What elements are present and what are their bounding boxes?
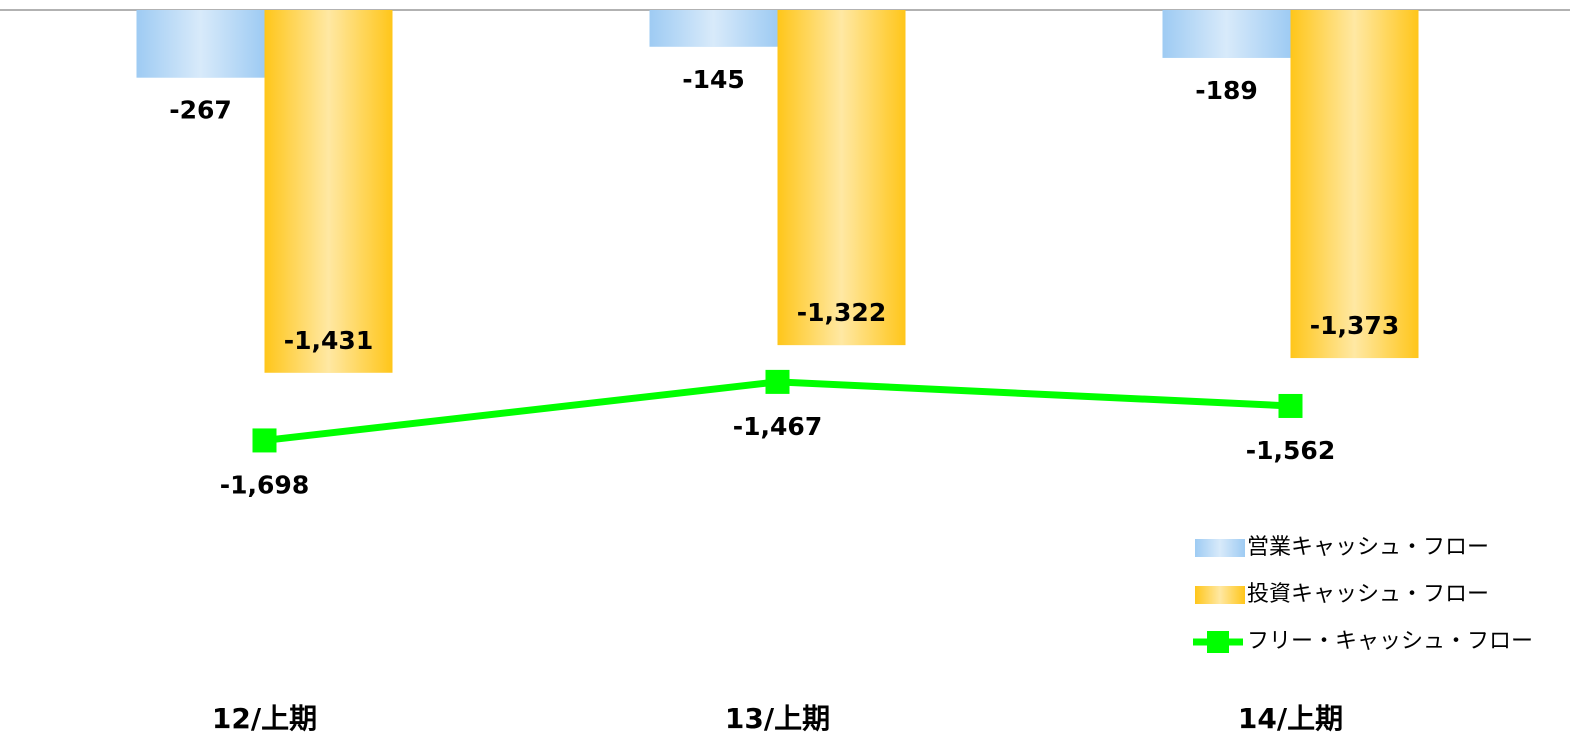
value-label: -1,373 (1310, 311, 1399, 340)
value-label: -145 (682, 65, 745, 94)
value-label: -1,322 (797, 298, 886, 327)
bar-sheen (649, 10, 778, 47)
bar-sheen (1162, 10, 1291, 58)
line-marker (765, 369, 790, 394)
line-marker (1278, 393, 1303, 418)
legend-label: 営業キャッシュ・フロー (1247, 535, 1489, 560)
value-label: -1,562 (1246, 436, 1335, 465)
line-marker (252, 428, 277, 453)
legend-key-marker (1207, 631, 1229, 653)
bar-sheen (136, 10, 265, 78)
value-label: -1,698 (220, 470, 309, 499)
value-label: -189 (1195, 76, 1258, 105)
bar-sheen (777, 10, 906, 346)
x-tick-label: 14/上期 (1238, 702, 1343, 735)
bar-sheen (1290, 10, 1419, 359)
value-label: -1,431 (284, 326, 373, 355)
value-label: -1,467 (733, 412, 822, 441)
legend-label: 投資キャッシュ・フロー (1247, 582, 1489, 607)
legend-label: フリー・キャッシュ・フロー (1247, 629, 1533, 654)
bar-sheen (264, 10, 393, 373)
x-tick-label: 12/上期 (212, 702, 317, 735)
value-label: -267 (169, 96, 232, 125)
legend-key-sheen (1195, 539, 1245, 557)
x-tick-label: 13/上期 (725, 702, 830, 735)
legend-key-sheen (1195, 586, 1245, 604)
